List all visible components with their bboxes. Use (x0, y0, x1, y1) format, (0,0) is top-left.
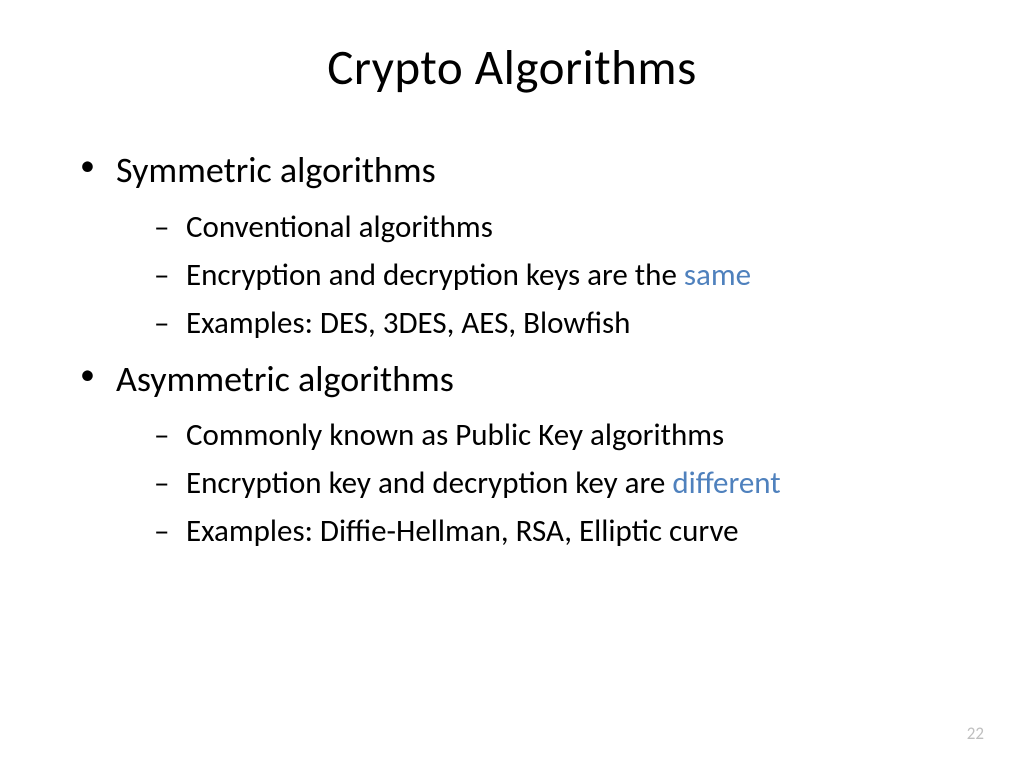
bullet-list-level2: Conventional algorithms Encryption and d… (116, 203, 964, 347)
sub-bullet: Conventional algorithms (154, 203, 964, 251)
sub-bullet: Examples: DES, 3DES, AES, Blowfish (154, 299, 964, 347)
sub-bullet: Examples: Diffie-Hellman, RSA, Elliptic … (154, 507, 964, 555)
bullet-item-asymmetric: Asymmetric algorithms Commonly known as … (80, 355, 964, 556)
highlight-word-same: same (684, 256, 751, 294)
sub-bullet: Commonly known as Public Key algorithms (154, 411, 964, 459)
sub-bullet-text: Conventional algorithms (186, 208, 493, 246)
slide: Crypto Algorithms Symmetric algorithms C… (0, 0, 1024, 768)
bullet-list-level2: Commonly known as Public Key algorithms … (116, 411, 964, 555)
bullet-list-level1: Symmetric algorithms Conventional algori… (60, 146, 964, 555)
sub-bullet-text: Examples: Diffie-Hellman, RSA, Elliptic … (186, 512, 739, 550)
sub-bullet-text-prefix: Encryption key and decryption key are (186, 464, 672, 502)
bullet-label: Asymmetric algorithms (116, 357, 454, 401)
sub-bullet-text-prefix: Encryption and decryption keys are the (186, 256, 684, 294)
page-number: 22 (967, 723, 984, 744)
highlight-word-different: different (672, 464, 780, 502)
sub-bullet-text: Examples: DES, 3DES, AES, Blowfish (186, 304, 630, 342)
bullet-item-symmetric: Symmetric algorithms Conventional algori… (80, 146, 964, 347)
slide-title: Crypto Algorithms (60, 38, 964, 98)
bullet-label: Symmetric algorithms (116, 148, 436, 192)
sub-bullet-text: Commonly known as Public Key algorithms (186, 416, 724, 454)
sub-bullet: Encryption key and decryption key are di… (154, 459, 964, 507)
sub-bullet: Encryption and decryption keys are the s… (154, 251, 964, 299)
